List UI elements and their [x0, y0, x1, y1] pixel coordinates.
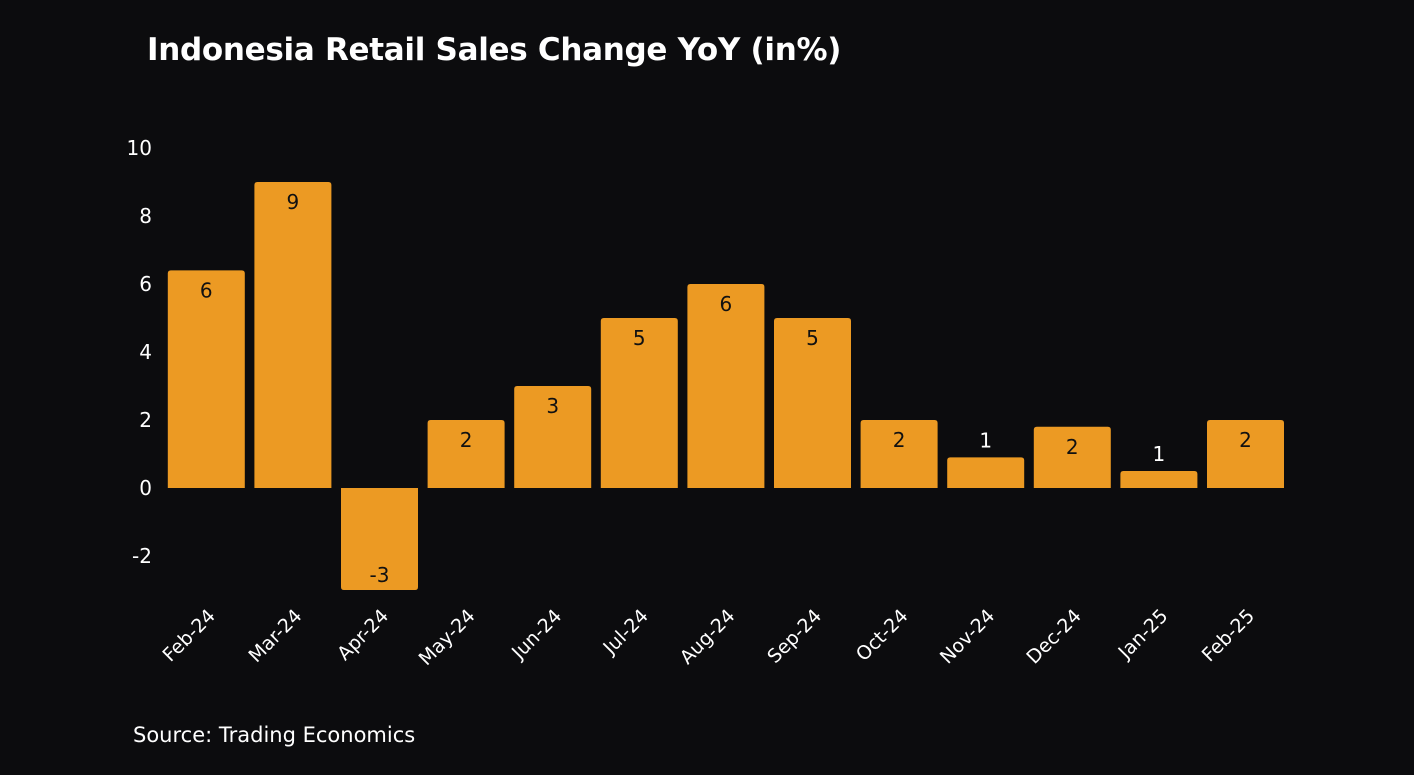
x-tick-label: Dec-24	[1022, 605, 1086, 669]
data-label: 2	[1239, 428, 1252, 452]
y-tick-label: 0	[139, 476, 152, 500]
bar-dec-24	[1033, 426, 1111, 488]
y-tick-label: 4	[139, 340, 152, 364]
data-label: 2	[460, 428, 473, 452]
bars-group	[167, 182, 1284, 590]
data-label: 6	[720, 292, 733, 316]
bar-feb-24	[167, 270, 245, 488]
x-tick-label: Jul-24	[598, 605, 652, 659]
y-axis-ticks: -2 0 2 4 6 8 10	[127, 136, 152, 568]
bar-jul-24	[600, 318, 678, 488]
x-tick-label: May-24	[415, 605, 480, 670]
data-label: 5	[806, 326, 819, 350]
chart-title: Indonesia Retail Sales Change YoY (in%)	[147, 32, 842, 68]
y-tick-label: 10	[127, 136, 152, 160]
y-tick-label: 8	[139, 204, 152, 228]
x-tick-label: Mar-24	[244, 605, 306, 667]
x-tick-label: Apr-24	[333, 605, 393, 665]
x-tick-label: Feb-24	[159, 605, 220, 666]
bar-apr-24	[341, 488, 418, 590]
data-label: 5	[633, 326, 646, 350]
x-tick-label: Oct-24	[852, 605, 913, 666]
x-tick-label: Nov-24	[936, 605, 999, 668]
bar-aug-24	[687, 284, 765, 488]
bar-mar-24	[254, 182, 332, 488]
x-tick-label: Feb-25	[1198, 605, 1259, 666]
bar-oct-24	[860, 420, 938, 488]
bar-sep-24	[774, 318, 851, 488]
bar-nov-24	[947, 457, 1025, 488]
bar-jun-24	[514, 386, 592, 488]
y-tick-label: 2	[139, 408, 152, 432]
data-label: 1	[979, 428, 992, 452]
data-label: 2	[893, 428, 906, 452]
data-label: -3	[370, 563, 390, 587]
y-tick-label: 6	[139, 272, 152, 296]
data-labels-group: 6 9 -3 2 3 5 6 5 2 1 2 1 2	[200, 190, 1252, 587]
x-axis-ticks: Feb-24 Mar-24 Apr-24 May-24 Jun-24 Jul-24 Aug-…	[159, 605, 1259, 670]
data-label: 6	[200, 278, 213, 302]
x-tick-label: Jun-24	[507, 605, 566, 664]
bar-jan-25	[1120, 471, 1198, 488]
data-label: 1	[1153, 442, 1166, 466]
x-tick-label: Jan-25	[1114, 605, 1173, 664]
data-label: 2	[1066, 435, 1079, 459]
data-label: 9	[287, 190, 300, 214]
data-label: 3	[546, 394, 559, 418]
bar-feb-25	[1207, 420, 1284, 488]
source-note: Source: Trading Economics	[133, 723, 416, 747]
x-tick-label: Aug-24	[676, 605, 740, 669]
bar-may-24	[427, 420, 505, 488]
y-tick-label: -2	[132, 544, 152, 568]
x-tick-label: Sep-24	[763, 605, 826, 668]
